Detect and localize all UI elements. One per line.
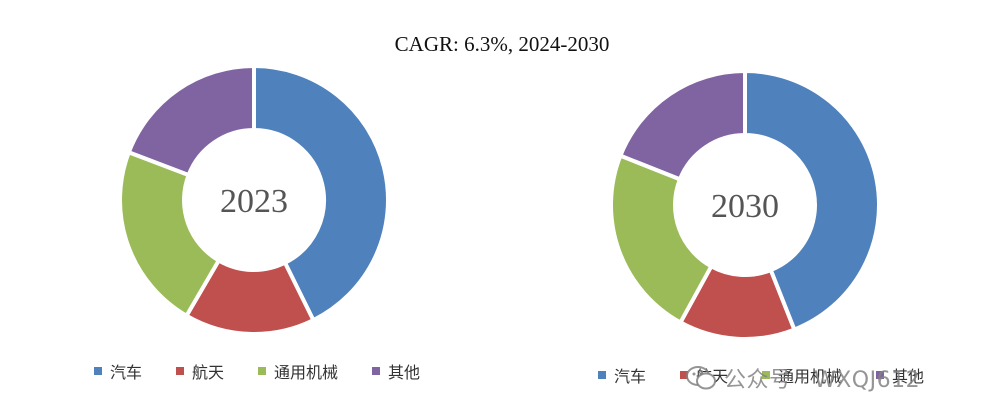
legend-swatch — [176, 367, 185, 375]
legend-swatch — [762, 371, 771, 379]
legend-label: 汽车 — [110, 363, 143, 382]
legend-item: 航天 — [176, 359, 224, 383]
legend-item: 汽车 — [94, 359, 142, 383]
legend-swatch — [598, 371, 606, 379]
legend-item: 通用机械 — [762, 363, 842, 387]
legend-item: 其他 — [876, 363, 924, 387]
legend-2023: 汽车 航天 通用机械 其他 — [94, 359, 420, 383]
legend-item: 汽车 — [598, 363, 646, 387]
legend-swatch — [372, 367, 381, 375]
watermark: 公众号 · WXQJ612 — [686, 362, 920, 394]
watermark-text: 公众号 · WXQJ612 — [724, 368, 921, 393]
legend-label: 通用机械 — [778, 367, 843, 386]
legend-swatch — [876, 371, 885, 379]
legend-label: 其他 — [892, 367, 925, 386]
donut-center-label-0: 2023 — [220, 183, 288, 220]
donut-2030-slice-0 — [743, 69, 881, 332]
chart-title: CAGR: 6.3%, 2024-2030 — [394, 32, 610, 56]
legend-item: 其他 — [372, 359, 420, 383]
donut-2023-slice-0 — [252, 64, 390, 323]
legend-label: 汽车 — [614, 367, 647, 386]
donut-2030-slice-3 — [618, 69, 747, 182]
donut-center-label-1: 2030 — [711, 188, 779, 225]
legend-swatch — [680, 371, 689, 379]
legend-item: 通用机械 — [258, 359, 338, 383]
legend-label: 其他 — [388, 363, 421, 382]
donut-2023-slice-3 — [126, 64, 256, 178]
legend-swatch — [94, 367, 102, 375]
legend-label: 航天 — [192, 363, 225, 382]
donut-2030-slice-2 — [609, 153, 714, 325]
legend-swatch — [258, 367, 267, 375]
legend-label: 通用机械 — [274, 363, 339, 382]
wechat-icon — [686, 366, 716, 390]
donut-2023-slice-2 — [118, 150, 221, 318]
